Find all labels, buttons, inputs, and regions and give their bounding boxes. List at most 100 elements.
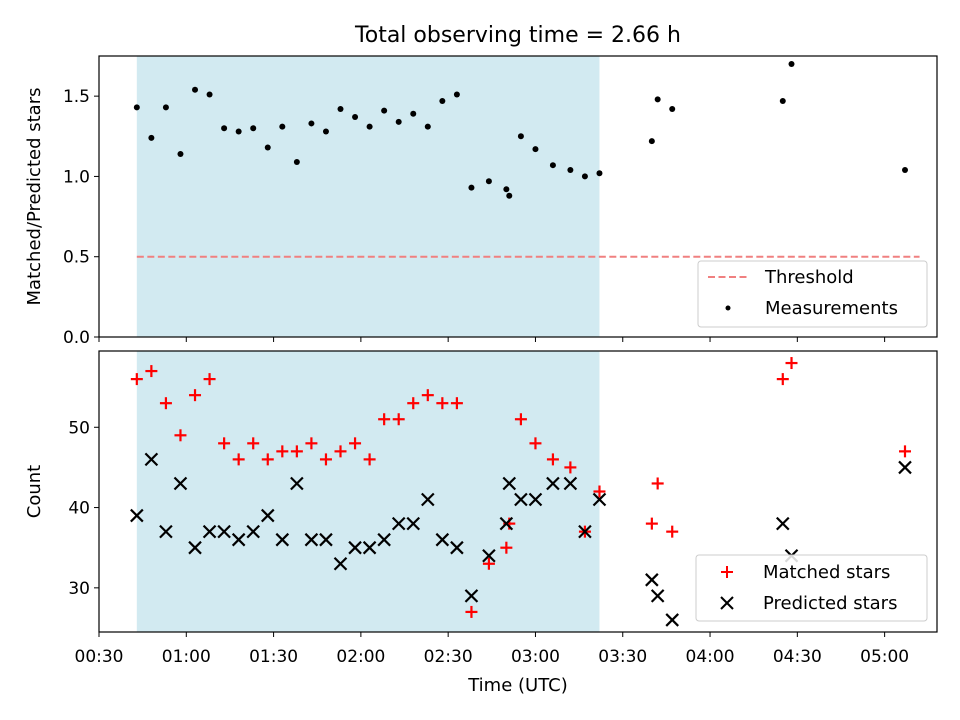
predicted-star-point — [450, 540, 464, 555]
measurement-point — [596, 170, 603, 177]
x-tick-label: 02:30 — [424, 647, 473, 667]
measurement-point — [366, 123, 373, 130]
predicted-star-point — [391, 516, 406, 531]
predicted-star-point — [898, 460, 912, 475]
matched-star-point — [276, 445, 289, 458]
y-tick-label: 40 — [68, 499, 90, 519]
predicted-x-b — [499, 516, 514, 531]
matched-star-point — [159, 397, 172, 410]
matched-star-point — [378, 413, 391, 426]
measurement-point — [235, 128, 242, 135]
observing-window-shading — [136, 56, 600, 337]
matched-star-point — [349, 437, 362, 450]
matched-star-point — [776, 373, 789, 386]
matched-star-point — [247, 437, 260, 450]
predicted-star-point — [290, 476, 304, 491]
matched-star-point — [421, 389, 434, 402]
measurement-point — [485, 178, 492, 185]
predicted-star-point — [578, 524, 592, 539]
threshold-legend-label: Threshold — [764, 267, 854, 288]
matched-star-point — [392, 413, 405, 426]
ratio-panel: 0.0 0.5 1.0 1.5 Matched/Predicted stars — [24, 55, 938, 348]
predicted-x-b — [348, 540, 362, 555]
x-tick-label: 00:30 — [75, 647, 124, 667]
measurement-point — [506, 192, 513, 199]
predicted-star-point — [499, 516, 514, 531]
matched-star-point — [666, 525, 679, 538]
matched-star-point — [529, 437, 542, 450]
predicted-star-point — [464, 589, 479, 603]
predicted-star-point — [231, 532, 246, 547]
x-tick-label: 01:00 — [162, 647, 211, 667]
predicted-star-point — [502, 476, 517, 491]
measurement-point — [453, 91, 460, 98]
predicted-star-point — [319, 532, 333, 547]
predicted-x-b — [578, 524, 592, 539]
predicted-x-b — [776, 516, 790, 531]
y-axis-label: Matched/Predicted stars — [24, 88, 45, 306]
predicted-x-b — [290, 476, 304, 491]
predicted-x-b — [528, 492, 543, 507]
predicted-x-b — [260, 508, 275, 523]
predicted-x-b — [592, 492, 607, 507]
predicted-star-point — [482, 548, 496, 563]
measurement-point — [901, 167, 908, 174]
predicted-star-point — [333, 556, 348, 571]
predicted-x-b — [246, 524, 260, 539]
observing-window-shading — [136, 351, 600, 632]
predicted-x-b — [450, 540, 464, 555]
measurement-point — [148, 134, 155, 141]
predicted-x-b — [650, 589, 665, 603]
bottom-legend: Matched stars Predicted stars — [695, 554, 928, 622]
measurement-point — [567, 167, 574, 174]
x-axis-label: Time (UTC) — [467, 675, 568, 696]
matched-star-point — [363, 453, 376, 466]
measurement-point — [439, 97, 446, 104]
predicted-star-point — [173, 476, 188, 491]
axes-frame — [98, 350, 938, 633]
y-tick-label: 50 — [68, 418, 90, 438]
predicted-star-point — [435, 532, 450, 547]
measurements-legend-label: Measurements — [765, 298, 898, 319]
predicted-legend-label: Predicted stars — [763, 593, 897, 614]
x-tick-label: 03:00 — [511, 647, 560, 667]
matched-star-point — [500, 541, 513, 554]
predicted-x-b — [275, 532, 290, 547]
predicted-x-b — [159, 524, 173, 539]
predicted-star-point — [188, 540, 202, 555]
matched-star-point — [482, 557, 495, 570]
matched-star-point — [305, 437, 318, 450]
matched-star-point — [203, 373, 216, 386]
matched-star-point — [645, 517, 658, 530]
predicted-x-b — [304, 532, 319, 547]
predicted-star-point — [546, 476, 560, 491]
predicted-star-point — [650, 589, 665, 603]
measurement-point — [654, 96, 661, 103]
predicted-x-b — [231, 532, 246, 547]
x-tick-label: 03:30 — [598, 647, 647, 667]
matched-star-point — [334, 445, 347, 458]
predicted-star-point — [246, 524, 260, 539]
predicted-star-point — [592, 492, 607, 507]
y-tick-label: 1.5 — [63, 87, 90, 107]
predicted-star-point — [130, 508, 144, 523]
measurement-point — [468, 184, 475, 191]
predicted-x-b — [217, 524, 231, 539]
matched-legend-swatch — [721, 566, 733, 578]
axes-frame — [98, 55, 938, 338]
predicted-legend-swatch — [720, 596, 734, 610]
measurement-point — [648, 138, 655, 145]
measurement-point — [250, 125, 257, 132]
predicted-star-point — [275, 532, 290, 547]
predicted-x-b — [144, 452, 159, 467]
x-tick-label: 04:00 — [686, 647, 735, 667]
predicted-x-b — [464, 589, 479, 603]
matched-star-point — [546, 453, 559, 466]
measurement-point — [293, 158, 300, 165]
measurement-point — [503, 186, 510, 193]
count-panel: 30 40 50 00:30 01:00 01:30 02:00 02:30 03:00 03:3… — [24, 350, 938, 667]
predicted-star-point — [144, 452, 159, 467]
predicted-x-b — [333, 556, 348, 571]
measurement-point — [308, 120, 315, 127]
predicted-x-b — [898, 460, 912, 475]
